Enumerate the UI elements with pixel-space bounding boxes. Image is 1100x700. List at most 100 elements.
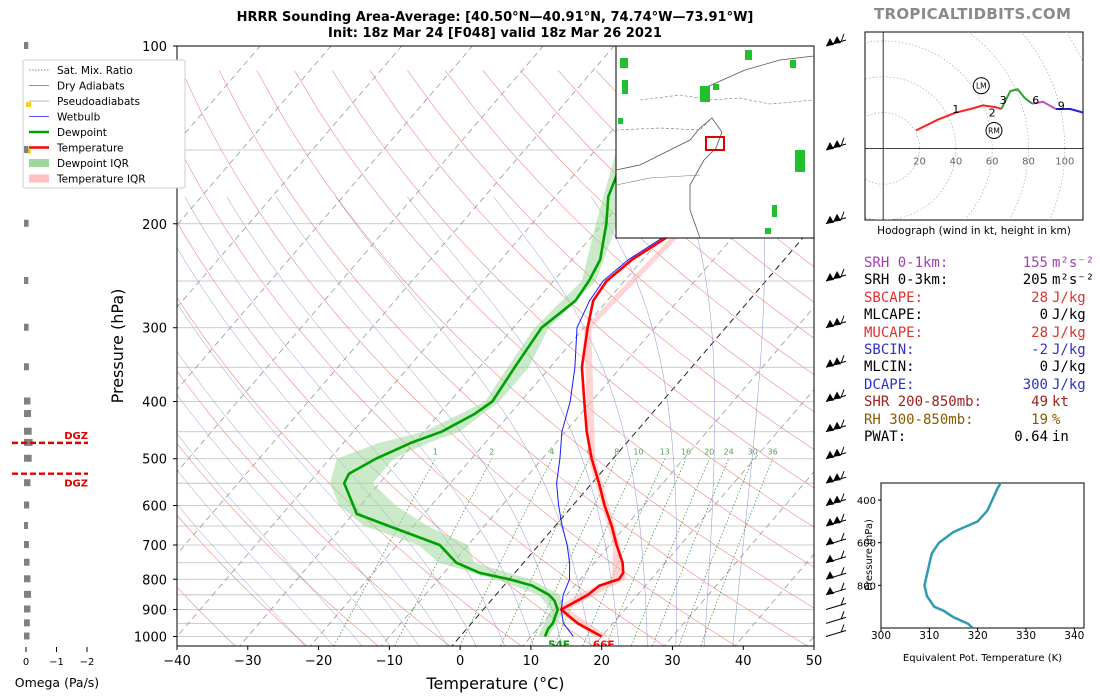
x-tick-label: 20 xyxy=(593,654,610,669)
mixing-ratio-label: 4 xyxy=(549,448,554,457)
hodograph-tick-label: 60 xyxy=(986,156,999,167)
wind-barb xyxy=(825,567,847,580)
param-label: SBCAPE: xyxy=(864,289,924,306)
omega-bar xyxy=(24,575,31,583)
param-unit: J/kg xyxy=(1052,289,1086,306)
param-label: SRH 0-3km: xyxy=(864,272,949,289)
mixing-ratio-line xyxy=(652,458,730,646)
mixing-ratio-line xyxy=(500,458,590,646)
param-unit: J/kg xyxy=(1052,341,1086,358)
mixing-ratio-label: 13 xyxy=(660,448,670,457)
legend-item: Dewpoint xyxy=(29,127,107,139)
legend-item: Wetbulb xyxy=(29,112,101,124)
wind-barb xyxy=(825,550,847,564)
param-row: SHR 200-850mb: 49 kt xyxy=(864,394,1094,411)
moist-adiabat xyxy=(226,196,534,646)
legend-label: Dewpoint xyxy=(57,127,107,139)
wind-barb xyxy=(825,597,847,610)
moist-adiabat xyxy=(177,469,334,646)
hodograph-segment xyxy=(915,108,971,132)
legend-marker xyxy=(26,102,31,107)
param-label: SHR 200-850mb: xyxy=(864,394,983,411)
omega-tick-label: 0 xyxy=(23,657,29,668)
x-tick-label: 30 xyxy=(664,654,681,669)
y-tick-label: 600 xyxy=(142,499,167,514)
mixing-ratio-label: 20 xyxy=(704,448,714,457)
param-value: 205 xyxy=(1022,272,1048,289)
param-unit: in xyxy=(1052,428,1069,445)
legend-label: Temperature IQR xyxy=(56,174,146,186)
wind-barb xyxy=(825,471,847,484)
omega-tick-label: −2 xyxy=(80,657,95,668)
dry-adiabat xyxy=(177,443,379,646)
omega-bar xyxy=(24,363,29,371)
mixing-ratio-line xyxy=(394,458,492,646)
moist-adiabat xyxy=(335,196,591,646)
omega-bar xyxy=(24,605,31,613)
isotherm-line xyxy=(663,471,814,646)
param-label: SRH 0-1km: xyxy=(864,255,949,271)
omega-bar xyxy=(24,541,29,549)
isotherm-line xyxy=(177,46,615,555)
moist-adiabat xyxy=(732,196,765,646)
dry-adiabat xyxy=(177,370,451,646)
omega-bar xyxy=(24,427,32,435)
mixing-ratio-label: 16 xyxy=(681,448,691,457)
param-row: SRH 0-3km: 205 m²s⁻² xyxy=(864,272,1094,289)
param-unit: kt xyxy=(1052,394,1069,411)
moist-adiabat xyxy=(177,504,306,646)
omega-bar xyxy=(24,522,28,530)
y-tick-label: 100 xyxy=(142,40,167,55)
omega-bar xyxy=(24,42,29,49)
wind-barb xyxy=(825,211,847,225)
skewt-axes: −40 −30 −20 −10 0 10 20 30 40 50 100 200 300 400 500 60… xyxy=(108,33,847,693)
param-value: 155 xyxy=(1022,255,1048,271)
omega-bar xyxy=(24,632,30,640)
wind-barb xyxy=(825,624,847,637)
mixing-ratio-line xyxy=(459,458,553,646)
dry-adiabat xyxy=(181,70,737,646)
wind-barb xyxy=(825,446,847,460)
param-value: 28 xyxy=(1031,289,1048,306)
legend-swatch xyxy=(29,174,49,183)
omega-bar xyxy=(24,410,32,418)
isotherm-line xyxy=(177,46,686,638)
param-value: 0.64 xyxy=(1014,428,1048,445)
param-value: 0 xyxy=(1039,307,1048,324)
param-row: PWAT: 0.64 in xyxy=(864,429,1094,446)
param-unit: J/kg xyxy=(1052,359,1086,376)
wind-barb xyxy=(825,513,847,527)
isotherm-line xyxy=(592,388,814,646)
mixing-ratio-label: 1 xyxy=(433,448,438,457)
omega-bar xyxy=(24,145,29,153)
hodograph-tick-label: 80 xyxy=(1022,156,1035,167)
dry-adiabat xyxy=(557,70,814,303)
temperature-line xyxy=(559,148,814,638)
mixing-ratio-line xyxy=(582,458,666,646)
param-label: PWAT: xyxy=(864,428,907,445)
dry-adiabat xyxy=(177,586,236,646)
param-label: SBCIN: xyxy=(864,341,915,358)
y-tick-label: 400 xyxy=(142,396,167,411)
wind-barb xyxy=(825,355,847,368)
param-unit: % xyxy=(1052,411,1061,428)
dry-adiabat xyxy=(294,70,814,568)
wind-barb xyxy=(825,137,847,151)
param-row: DCAPE: 300 J/kg xyxy=(864,377,1094,394)
hodograph-height-label: 1 xyxy=(952,103,959,116)
dry-adiabat xyxy=(331,70,814,528)
wind-barb xyxy=(825,315,847,329)
dry-adiabat xyxy=(482,70,814,376)
omega-bar xyxy=(24,438,33,446)
chart-legend: Sat. Mix. Ratio Dry Adiabats Pseudoadiabat… xyxy=(22,59,186,189)
param-row: MUCAPE: 28 J/kg xyxy=(864,325,1094,342)
storm-motion-marker xyxy=(972,77,990,95)
y-tick-label: 800 xyxy=(142,573,167,588)
mixing-ratio-label: 10 xyxy=(633,448,643,457)
omega-bar xyxy=(24,219,29,227)
theta-x-tick-label: 320 xyxy=(968,630,988,642)
dry-adiabat xyxy=(177,142,666,646)
param-label: MLCAPE: xyxy=(864,307,924,324)
skewt-frame xyxy=(176,45,815,647)
param-value: 19 xyxy=(1031,411,1048,428)
